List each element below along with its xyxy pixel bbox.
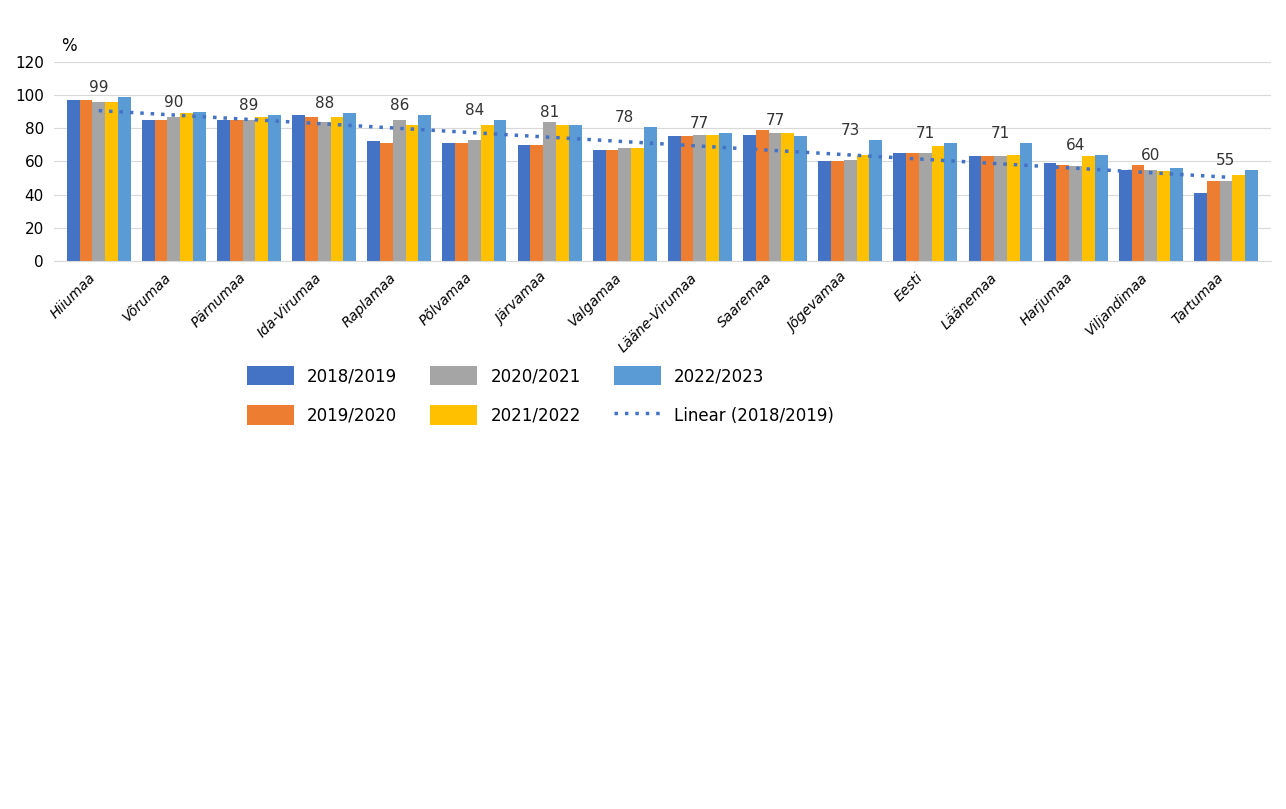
Bar [381,143,394,260]
Bar [394,120,405,260]
Bar [518,145,530,260]
Bar [931,146,944,260]
Text: 99: 99 [89,80,108,95]
Bar [442,143,455,260]
Bar [680,137,693,260]
Bar [305,116,318,260]
Bar [907,153,919,260]
Bar [556,125,568,260]
Bar [631,148,644,260]
Bar [619,148,631,260]
Text: 81: 81 [540,104,559,120]
Bar [719,133,732,260]
Text: 77: 77 [765,113,784,128]
Bar [193,112,206,260]
Bar [1082,156,1094,260]
Bar [230,120,243,260]
Bar [1170,168,1183,260]
Bar [217,120,230,260]
Text: 77: 77 [691,116,710,131]
Bar [981,156,994,260]
Bar [1232,175,1245,260]
Bar [343,113,356,260]
Bar [1145,170,1157,260]
Bar [418,115,431,260]
Bar [481,125,494,260]
Text: 86: 86 [390,98,409,113]
Bar [994,156,1007,260]
Bar [105,102,118,260]
Bar [530,145,543,260]
Text: 71: 71 [990,126,1010,141]
Bar [494,120,507,260]
Bar [844,159,856,260]
Text: 64: 64 [1066,138,1085,153]
Bar [1193,193,1206,260]
Bar [405,125,418,260]
Bar [743,135,756,260]
Bar [1069,167,1082,260]
Bar [318,121,331,260]
Bar [141,120,154,260]
Bar [831,161,844,260]
Bar [1219,181,1232,260]
Text: 84: 84 [464,103,484,118]
Bar [756,130,769,260]
Bar [1007,155,1020,260]
Bar [782,133,795,260]
Bar [455,143,468,260]
Text: %: % [62,37,77,55]
Bar [269,115,280,260]
Bar [795,137,806,260]
Bar [154,120,167,260]
Bar [606,150,619,260]
Bar [67,100,80,260]
Bar [1157,172,1170,260]
Bar [118,97,131,260]
Bar [167,116,180,260]
Text: 60: 60 [1141,148,1160,163]
Bar [944,143,957,260]
Bar [1245,170,1258,260]
Bar [368,142,381,260]
Bar [1057,165,1069,260]
Bar [894,153,907,260]
Bar [1094,155,1107,260]
Bar [543,121,556,260]
Bar [919,153,931,260]
Text: 78: 78 [615,109,634,125]
Bar [818,161,831,260]
Text: 88: 88 [315,96,334,112]
Bar [1119,170,1132,260]
Bar [80,100,93,260]
Text: 73: 73 [841,123,860,138]
Bar [180,113,193,260]
Text: 55: 55 [1217,153,1236,167]
Bar [256,116,269,260]
Text: 71: 71 [916,126,935,141]
Bar [1044,163,1057,260]
Bar [593,150,606,260]
Legend: 2018/2019, 2019/2020, 2020/2021, 2021/2022, 2022/2023, Linear (2018/2019): 2018/2019, 2019/2020, 2020/2021, 2021/20… [234,353,847,438]
Text: 90: 90 [165,95,184,110]
Bar [706,135,719,260]
Bar [968,156,981,260]
Bar [568,125,581,260]
Bar [93,102,105,260]
Bar [769,133,782,260]
Bar [243,120,256,260]
Bar [331,116,343,260]
Bar [644,126,657,260]
Bar [869,140,882,260]
Bar [1132,165,1145,260]
Text: 89: 89 [239,98,258,113]
Bar [1020,143,1033,260]
Bar [856,155,869,260]
Bar [1206,181,1219,260]
Bar [667,137,680,260]
Bar [468,140,481,260]
Bar [693,135,706,260]
Bar [292,115,305,260]
